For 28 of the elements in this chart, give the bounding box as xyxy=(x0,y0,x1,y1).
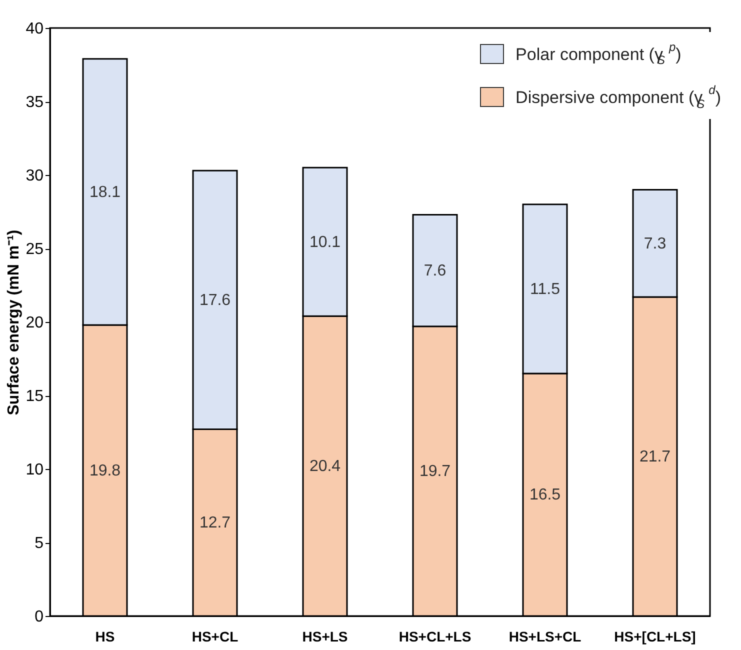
y-axis-title: Surface energy (mN m⁻¹) xyxy=(6,230,23,416)
data-label: 7.3 xyxy=(644,235,666,252)
x-tick-label: HS+[CL+LS] xyxy=(614,628,696,644)
data-label: 7.6 xyxy=(424,262,446,280)
data-label: 19.8 xyxy=(89,462,121,480)
data-label: 17.6 xyxy=(199,292,231,309)
y-tick-label: 25 xyxy=(26,241,44,258)
y-tick-label: 10 xyxy=(26,462,44,478)
x-tick-label: HS+CL+LS xyxy=(398,628,472,644)
y-tick-label: 0 xyxy=(34,608,44,626)
data-label: 20.4 xyxy=(309,458,341,476)
y-tick-label: 35 xyxy=(26,94,44,111)
data-label: 18.1 xyxy=(89,184,121,201)
data-label: 10.1 xyxy=(309,234,341,251)
x-tick-label: HS+LS+CL xyxy=(508,628,582,644)
data-label: 11.5 xyxy=(530,280,560,298)
x-tick-label: HS+LS xyxy=(302,628,348,644)
y-tick-label: 20 xyxy=(26,314,44,332)
data-label: 19.7 xyxy=(419,463,451,480)
y-tick-label: 5 xyxy=(34,535,44,552)
x-tick-label: HS+CL xyxy=(192,628,239,644)
data-label: 16.5 xyxy=(529,486,561,504)
data-label: 12.7 xyxy=(199,514,231,532)
y-tick-label: 30 xyxy=(26,168,44,184)
x-tick-label: HS xyxy=(95,628,115,644)
y-tick-label: 15 xyxy=(26,388,44,405)
y-tick-label: 40 xyxy=(26,20,44,38)
data-label: 21.7 xyxy=(639,448,671,466)
